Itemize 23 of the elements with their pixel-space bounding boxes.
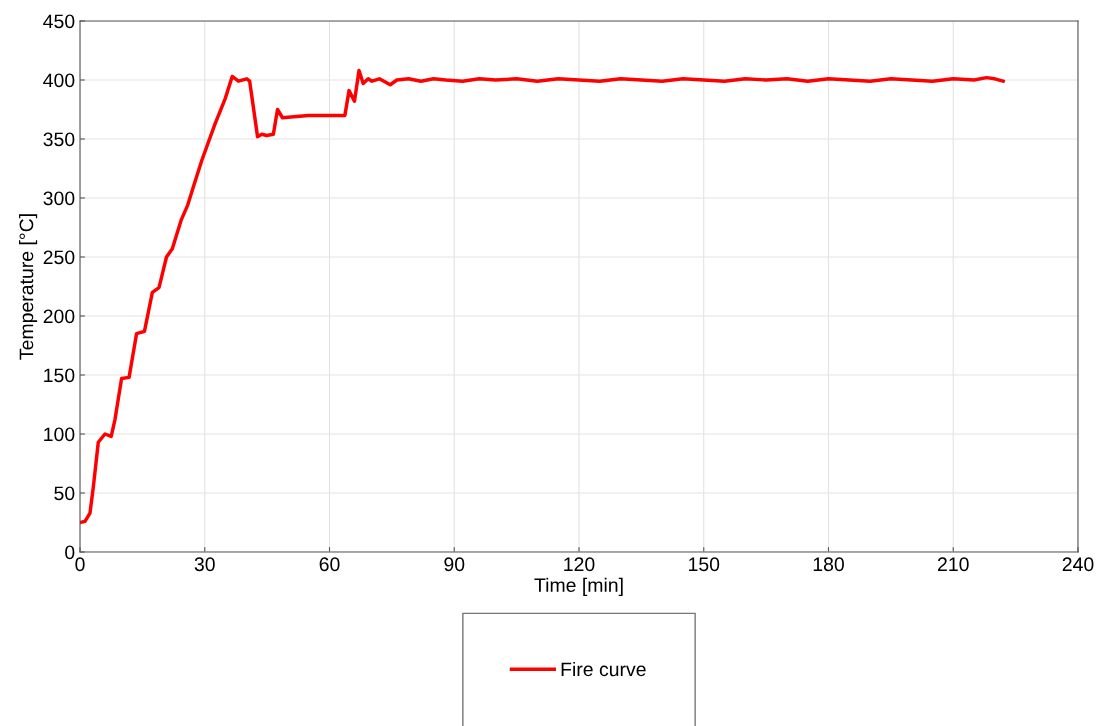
x-tick-label: 120: [564, 557, 595, 572]
y-tick-label: 400: [43, 73, 75, 88]
y-tick-label: 300: [43, 191, 75, 206]
y-tick-label: 50: [54, 486, 75, 501]
y-tick-label: 0: [65, 545, 75, 560]
x-axis-title: Time [min]: [534, 577, 623, 596]
y-tick-label: 350: [43, 132, 75, 147]
y-tick-label: 450: [43, 14, 75, 29]
x-tick-label: 180: [813, 557, 844, 572]
y-tick-label: 150: [44, 368, 75, 383]
y-tick-label: 250: [43, 250, 75, 265]
x-tick-label: 90: [444, 557, 465, 572]
y-tick-label: 100: [44, 427, 75, 442]
line-series: [80, 68, 1005, 525]
x-tick-label: 60: [319, 557, 340, 572]
y-tick-label: 200: [43, 309, 75, 324]
x-tick-label: 0: [75, 557, 85, 572]
x-tick-label: 240: [1062, 557, 1094, 572]
legend-label: Fire curve: [561, 661, 646, 677]
x-tick-label: 150: [689, 557, 720, 572]
x-tick-label: 30: [194, 557, 215, 572]
y-axis-title: Temperature [°C]: [19, 214, 38, 360]
x-tick-label: 210: [938, 557, 969, 572]
